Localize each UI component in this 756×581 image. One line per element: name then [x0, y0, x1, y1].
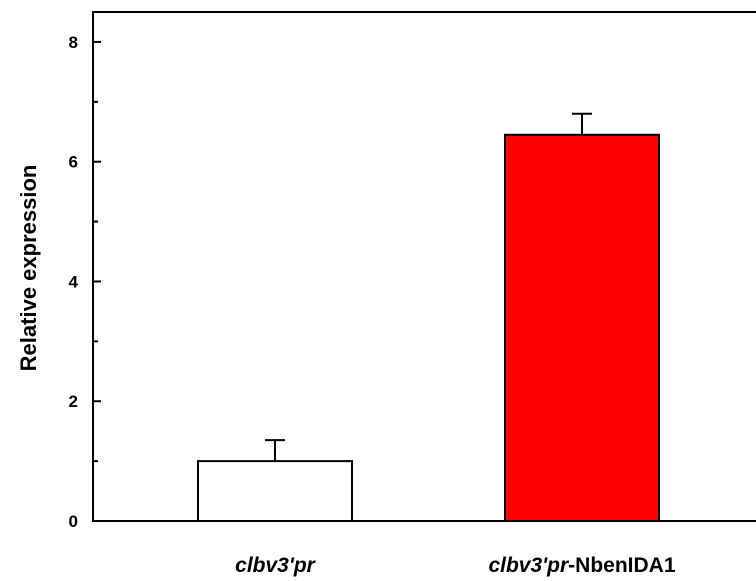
bar-1 [197, 460, 353, 522]
bars [197, 133, 660, 522]
category-label-1: clbv3'pr [235, 554, 317, 577]
y-tick-label: 6 [69, 153, 78, 172]
y-tick-label: 2 [69, 392, 78, 411]
y-tick-label: 8 [69, 33, 78, 52]
error-bars [265, 112, 592, 462]
category-labels: clbv3'pr clbv3'pr-NbenIDA1 [235, 554, 676, 577]
y-tick-label: 4 [69, 272, 79, 291]
plot-frame [92, 11, 756, 522]
category-label-plain: -NbenIDA1 [568, 554, 676, 577]
category-label-italic: clbv3'pr [488, 554, 570, 577]
y-tick-label: 0 [69, 512, 78, 531]
category-label-2: clbv3'pr-NbenIDA1 [488, 554, 675, 577]
y-axis-title: Relative expression [16, 165, 41, 372]
bar-2 [504, 133, 660, 522]
category-label-italic: clbv3'pr [235, 554, 317, 577]
y-axis: 0 2 4 6 8 [69, 33, 101, 531]
